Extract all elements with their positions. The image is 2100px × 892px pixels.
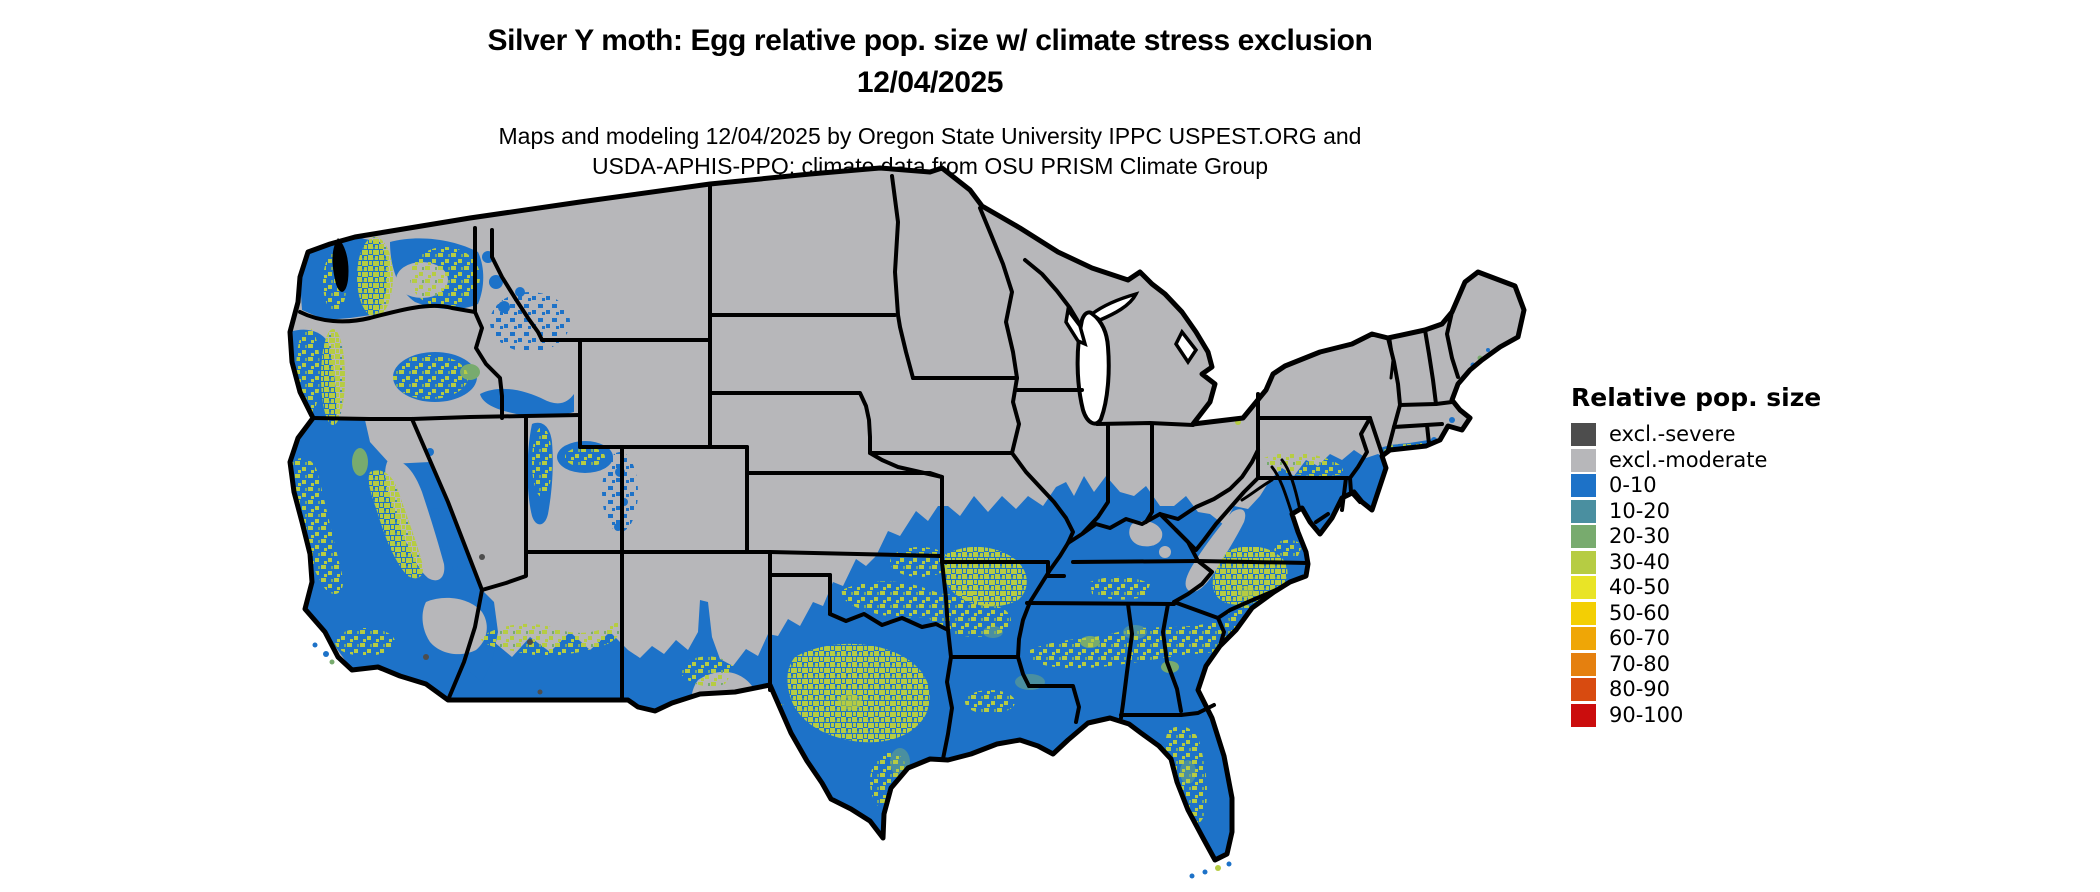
legend-row: 40-50 <box>1571 575 1821 601</box>
national-outline <box>287 165 1527 863</box>
legend-row: 80-90 <box>1571 677 1821 703</box>
potomac-river <box>1240 478 1274 502</box>
legend-row: 70-80 <box>1571 652 1821 678</box>
legend-row: 0-10 <box>1571 473 1821 499</box>
legend-label: 60-70 <box>1609 626 1671 651</box>
legend-label: 0-10 <box>1609 473 1657 498</box>
legend-row: excl.-severe <box>1571 422 1821 448</box>
puget-sound <box>332 238 349 292</box>
legend-row: 20-30 <box>1571 524 1821 550</box>
legend-title: Relative pop. size <box>1571 383 1822 412</box>
legend-row: 10-20 <box>1571 499 1821 525</box>
state-borders <box>298 174 1460 761</box>
legend-swatch-30-40 <box>1571 550 1596 574</box>
legend-label: 10-20 <box>1609 498 1671 523</box>
us-risk-map <box>230 162 1530 892</box>
legend-list: excl.-severe excl.-moderate 0-10 10-20 20-30… <box>1571 422 1821 728</box>
legend-swatch-40-50 <box>1571 576 1596 600</box>
legend-swatch-excl.-moderate <box>1571 448 1596 472</box>
legend-swatch-10-20 <box>1571 499 1596 523</box>
legend-row: 90-100 <box>1571 703 1821 729</box>
legend-row: 60-70 <box>1571 626 1821 652</box>
legend-label: 40-50 <box>1609 575 1671 600</box>
legend-label: 30-40 <box>1609 549 1671 574</box>
legend-swatch-50-60 <box>1571 601 1596 625</box>
legend-label: 20-30 <box>1609 524 1671 549</box>
legend-label: excl.-moderate <box>1609 447 1768 472</box>
channel-islands <box>312 642 335 665</box>
legend-label: 50-60 <box>1609 600 1671 625</box>
legend-row: 50-60 <box>1571 601 1821 627</box>
map-raster-layer <box>290 168 1524 860</box>
legend-row: 30-40 <box>1571 550 1821 576</box>
map-title-date: 12/04/2025 <box>856 66 1004 99</box>
legend-swatch-excl.-severe <box>1571 423 1596 447</box>
legend-swatch-70-80 <box>1571 652 1596 676</box>
legend-swatch-90-100 <box>1571 703 1596 727</box>
legend-label: 70-80 <box>1609 651 1671 676</box>
chesapeake-bay <box>1270 465 1294 516</box>
legend-label: excl.-severe <box>1609 422 1736 447</box>
legend-row: excl.-moderate <box>1571 448 1821 474</box>
florida-keys <box>1189 861 1232 879</box>
legend-label: 80-90 <box>1609 677 1671 702</box>
map-subtitle-line1: Maps and modeling 12/04/2025 by Oregon S… <box>498 123 1362 149</box>
legend: Relative pop. size excl.-severe excl.-mod… <box>1571 383 1821 728</box>
legend-swatch-0-10 <box>1571 474 1596 498</box>
mackinac-strait <box>1089 291 1140 323</box>
us-map-svg <box>287 165 1527 879</box>
title-block: Silver Y moth: Egg relative pop. size w/… <box>488 24 1373 180</box>
legend-label: 90-100 <box>1609 702 1684 727</box>
legend-swatch-60-70 <box>1571 627 1596 651</box>
legend-swatch-20-30 <box>1571 525 1596 549</box>
map-title-line1: Silver Y moth: Egg relative pop. size w/… <box>487 24 1373 57</box>
legend-swatch-80-90 <box>1571 678 1596 702</box>
saginaw-bay <box>1173 328 1199 366</box>
